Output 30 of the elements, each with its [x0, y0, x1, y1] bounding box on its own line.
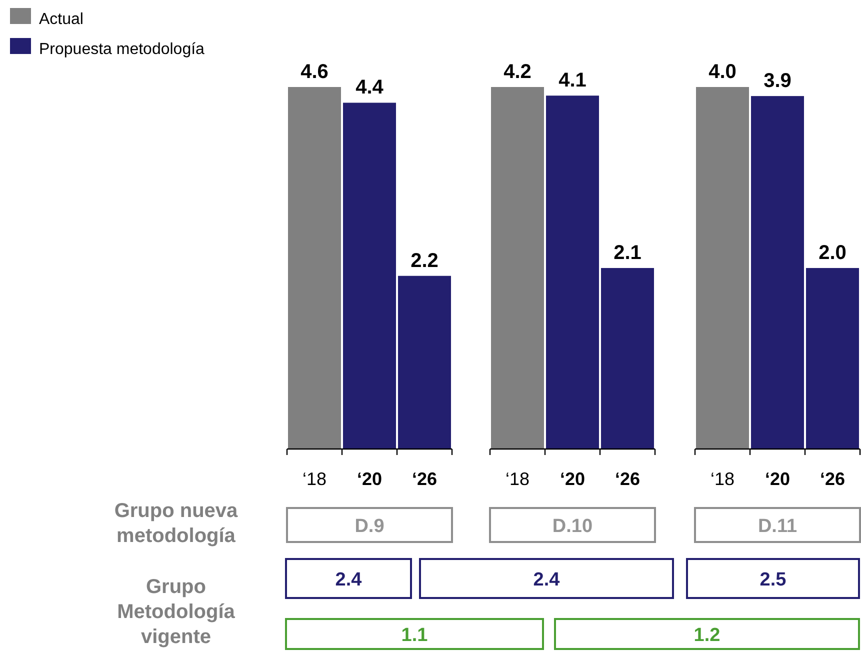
data-label: 2.0	[818, 242, 846, 264]
x-tick-label: ‘26	[614, 469, 640, 489]
x-tick-label: ‘18	[710, 469, 735, 489]
x-tick-label: ‘18	[302, 469, 327, 489]
x-axis-title: D.10	[552, 516, 593, 537]
x-tick-label: ‘20	[560, 469, 586, 489]
x-tick-label: ‘20	[764, 469, 790, 489]
data-label: 4.0	[708, 61, 736, 83]
text: Grupo nueva metodología	[114, 500, 239, 547]
x-tick-label: ‘18	[505, 469, 530, 489]
x-tick-label: ‘26	[820, 469, 846, 489]
data-label: 2.2	[410, 250, 438, 272]
text: Grupo Metodología vigente	[117, 576, 236, 648]
legend-label: Actual	[39, 11, 84, 28]
x-axis-title: D.11	[758, 516, 798, 537]
text: 2.4	[533, 570, 560, 590]
text: 1.2	[694, 625, 720, 646]
text: 2.5	[760, 570, 787, 590]
x-tick-label: ‘26	[412, 469, 438, 489]
data-label: 3.9	[764, 70, 792, 92]
data-label: 2.1	[614, 242, 642, 264]
data-label: 4.1	[558, 70, 586, 92]
text: 1.1	[401, 625, 428, 646]
legend-label: Propuesta metodología	[39, 41, 205, 58]
x-tick-label: ‘20	[356, 469, 382, 489]
x-axis-title: D.9	[354, 516, 384, 537]
text: 2.4	[335, 570, 362, 590]
data-label: 4.4	[356, 76, 384, 99]
data-label: 4.6	[300, 61, 328, 83]
data-label: 4.2	[504, 61, 532, 83]
